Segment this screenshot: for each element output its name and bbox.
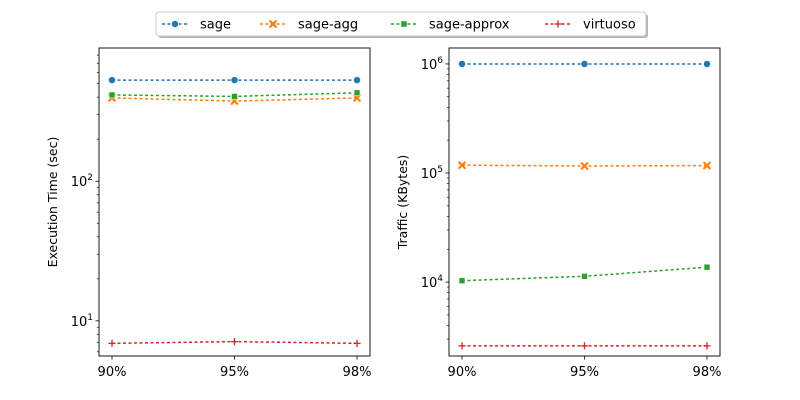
legend: sage sage-agg sage-approx virtuoso: [155, 11, 648, 38]
x-tick-label: 90%: [448, 365, 477, 380]
series-sage: [458, 59, 711, 68]
plot-2: 104 105 106 90% 95% 98% Traffic (KBytes): [395, 47, 722, 380]
data-point: [353, 339, 361, 347]
legend-marker: [171, 20, 179, 28]
data-point: [703, 161, 711, 170]
legend-marker: [554, 20, 562, 28]
y-tick-label: 106: [421, 56, 444, 73]
data-point: [703, 263, 711, 271]
legend-label: sage-approx: [429, 18, 510, 33]
data-point: [231, 93, 238, 100]
data-point: [458, 277, 466, 284]
y-axis-label: Traffic (KBytes): [395, 155, 410, 251]
x-tick-label: 98%: [343, 365, 372, 380]
data-point: [353, 89, 361, 97]
data-point: [703, 59, 711, 68]
legend-label: sage-agg: [298, 18, 358, 33]
series-virtuoso: [108, 338, 361, 347]
data-point: [353, 76, 361, 85]
data-point: [580, 342, 589, 350]
plot-frame: [448, 47, 721, 357]
legend-label: virtuoso: [583, 18, 636, 33]
y-axis-label: Execution Time (sec): [45, 137, 60, 268]
x-tick-label: 98%: [693, 365, 722, 380]
data-point: [230, 76, 239, 85]
data-point: [458, 161, 466, 170]
series-sage: [108, 76, 361, 85]
data-point: [580, 59, 589, 68]
x-tick-label: 90%: [98, 365, 127, 380]
data-point: [458, 342, 466, 350]
data-point: [703, 342, 711, 350]
y-tick-label: 101: [71, 313, 93, 330]
x-tick-label: 95%: [220, 365, 249, 380]
data-point: [108, 339, 116, 347]
data-point: [108, 91, 116, 99]
legend-marker: [400, 20, 408, 28]
series-sage-approx: [458, 263, 711, 284]
legend-entry: sage-agg: [260, 18, 358, 33]
data-point: [230, 338, 239, 346]
plot-1: 101 102 90% 95% 98% Execution Time (sec): [45, 47, 372, 380]
legend-label: sage: [200, 18, 231, 33]
legend-entry: sage-approx: [391, 18, 510, 33]
y-tick-label: 104: [421, 274, 444, 291]
data-point: [108, 76, 116, 85]
series-sage-agg: [458, 161, 711, 170]
x-tick-label: 95%: [570, 365, 599, 380]
legend-entry: virtuoso: [545, 18, 636, 33]
y-tick-label: 105: [421, 165, 443, 182]
y-tick-label: 102: [71, 173, 93, 190]
data-point: [580, 162, 589, 170]
series-virtuoso: [458, 342, 711, 350]
series-sage-approx: [108, 89, 361, 100]
legend-marker: [269, 20, 277, 28]
plot-frame: [98, 47, 371, 357]
data-point: [581, 272, 588, 280]
legend-entry: sage: [162, 18, 231, 33]
data-point: [458, 59, 466, 68]
